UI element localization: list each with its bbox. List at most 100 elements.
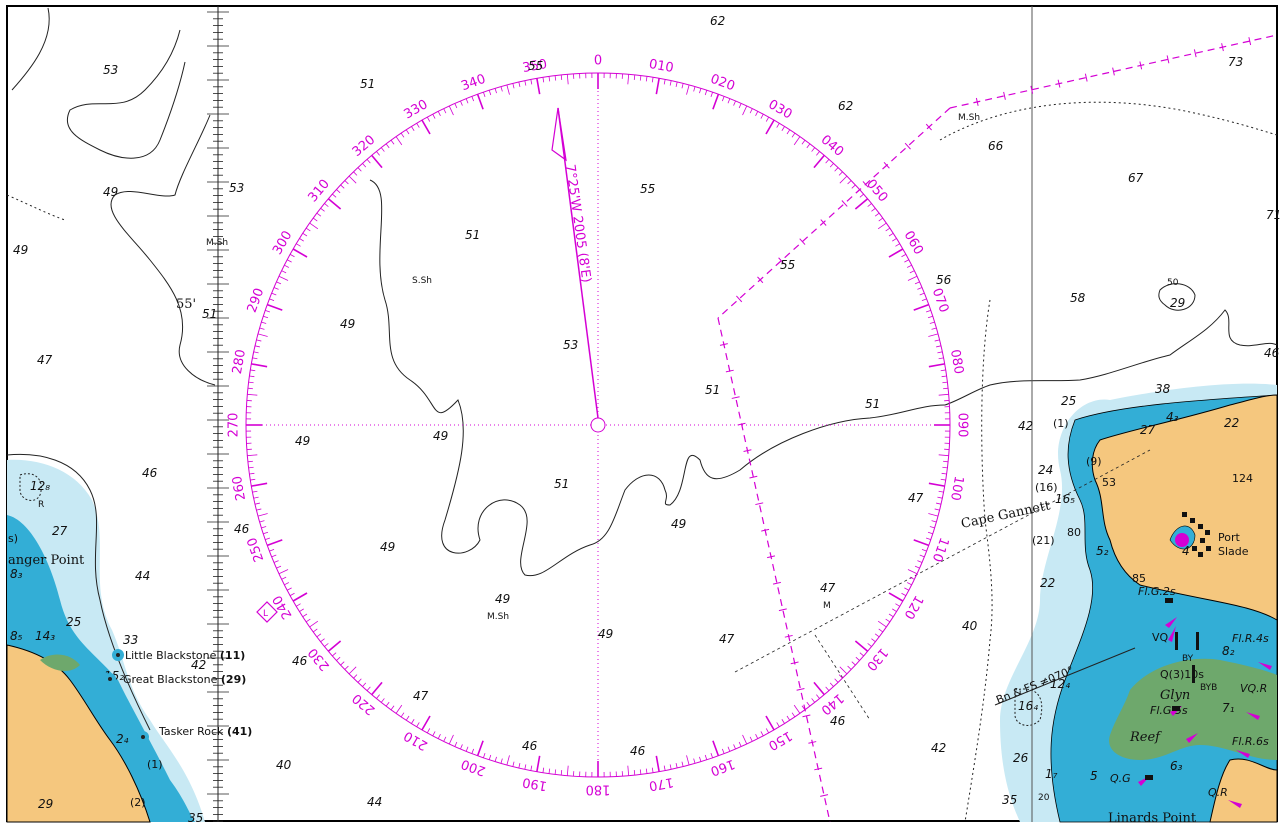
cable-cross: [820, 794, 829, 797]
elevation-80: 80: [1067, 526, 1081, 539]
sounding-49: 49: [295, 434, 310, 448]
sounding-53: 53: [229, 181, 244, 195]
compass-tick: [733, 100, 736, 106]
compass-tick: [811, 147, 816, 152]
compass-tick: [901, 592, 907, 597]
sounding-38: 38: [1155, 382, 1171, 396]
linards-point-label: Linards Point: [1108, 811, 1197, 825]
compass-tick: [554, 769, 557, 775]
tasker-rock-label: Tasker Rock (41): [158, 725, 252, 738]
sounding-49: 49: [671, 517, 686, 531]
compass-tick: [253, 351, 259, 354]
compass-tick: [278, 275, 289, 281]
compass-tick: [936, 345, 942, 348]
compass-tick: [941, 375, 947, 378]
sounding-67: 67: [1128, 171, 1144, 185]
glyn-label: Glyn: [1160, 688, 1190, 703]
compass-tick: [907, 569, 918, 575]
compass-tick: [942, 466, 948, 469]
cable-cross: [1003, 91, 1006, 100]
sounding-27: 27: [52, 524, 68, 538]
compass-tick: [727, 98, 731, 104]
compass-tick: [936, 502, 942, 505]
light-vqr: VQ.R: [1240, 682, 1267, 695]
light-qg: Q.G: [1110, 772, 1131, 785]
compass-tick: [471, 96, 475, 102]
compass-tick: [834, 167, 839, 172]
compass-tick: [266, 303, 283, 311]
compass-tick: [259, 520, 265, 523]
compass-tick: [312, 217, 318, 222]
compass-tick: [273, 560, 279, 563]
compass-tick: [937, 496, 943, 499]
compass-tick: [524, 764, 527, 770]
compass-tick: [252, 490, 258, 493]
compass-tick: [284, 582, 290, 586]
compass-tick: [251, 363, 268, 368]
compass-tick: [437, 733, 441, 739]
compass-tick: [252, 357, 258, 360]
compass-tick: [340, 184, 345, 189]
compass-tick: [494, 88, 497, 94]
compass-tick: [292, 248, 308, 258]
sounding-46: 46: [830, 714, 846, 728]
depth-63: 6₃: [1170, 759, 1183, 773]
cable-cross: [743, 449, 752, 452]
compass-tick: [324, 203, 329, 207]
compass-tick: [675, 81, 678, 87]
compass-tick: [811, 698, 816, 703]
compass-tick: [271, 292, 277, 296]
compass-tick: [931, 327, 937, 330]
cable-cross: [1193, 49, 1197, 58]
compass-tick: [536, 755, 541, 772]
depth-16: 16₄: [1018, 699, 1038, 713]
seabed-msh-2: M.Sh: [487, 612, 509, 622]
compass-tick: [639, 75, 642, 81]
sounding-46: 46: [630, 744, 646, 758]
compass-tick: [765, 116, 770, 122]
cable-cross: [767, 555, 776, 559]
compass-tick: [855, 656, 860, 661]
compass-tick: [888, 232, 894, 237]
cable-cross: [736, 295, 743, 303]
compass-tick: [686, 84, 690, 95]
compass-tick: [271, 554, 277, 558]
height-16: (16): [1035, 481, 1058, 494]
compass-tick: [878, 217, 884, 222]
compass-tick: [488, 754, 492, 760]
compass-tick: [448, 105, 454, 116]
compass-tick: [524, 80, 527, 86]
compass-tick: [776, 123, 780, 128]
compass-tick: [904, 259, 909, 263]
compass-tick: [530, 79, 533, 85]
compass-tick: [907, 275, 918, 281]
compass-tick: [738, 741, 742, 747]
compass-tick: [566, 765, 569, 776]
compass-tick: [921, 298, 927, 302]
compass-tick: [380, 147, 385, 152]
sounding-49: 49: [380, 540, 395, 554]
sounding-46: 46: [234, 522, 250, 536]
port-slade-label-1: Port: [1218, 531, 1240, 544]
compass-tick: [801, 139, 806, 145]
compass-tick: [432, 114, 436, 119]
sounding-53: 53: [563, 338, 578, 352]
compass-tick: [411, 719, 415, 724]
compass-tick: [327, 198, 342, 210]
cable-cross: [808, 741, 817, 744]
seabed-msh: M.Sh: [206, 238, 228, 248]
compass-tick: [518, 81, 521, 87]
sounding-47: 47: [820, 581, 836, 595]
compass-tick: [928, 513, 939, 517]
compass-tick: [320, 207, 325, 212]
compass-tick: [554, 75, 557, 81]
compass-tick: [721, 748, 725, 754]
leading-line: [734, 449, 1151, 721]
reef-label: Reef: [1129, 730, 1162, 745]
compass-bearing-label: 260: [230, 475, 249, 502]
sounding-44: 44: [367, 795, 382, 809]
compass-tick: [855, 189, 860, 194]
compass-tick: [247, 454, 258, 457]
cable-cross: [904, 142, 911, 150]
clipped-paren: s): [8, 532, 18, 545]
